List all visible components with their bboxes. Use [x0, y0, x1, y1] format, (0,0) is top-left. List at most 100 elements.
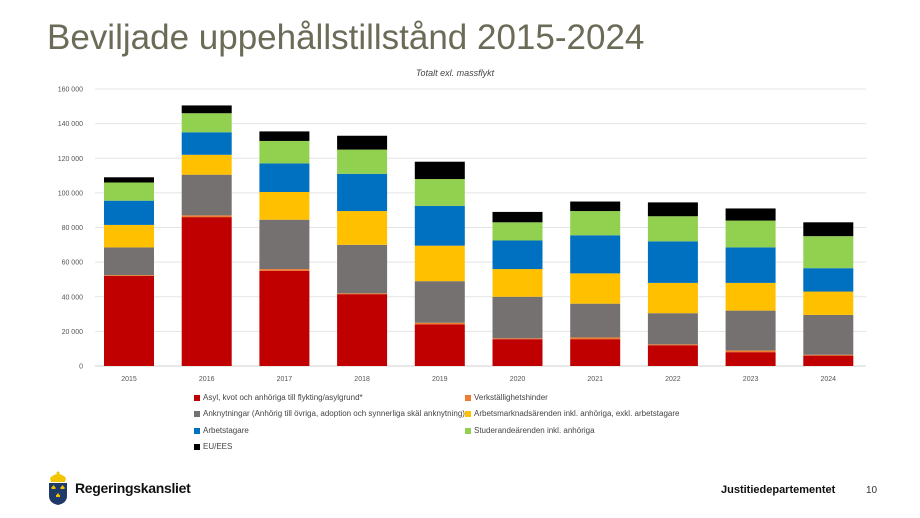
x-tick-label: 2016 [199, 376, 215, 383]
bar-segment-1 [337, 293, 388, 295]
x-tick-label: 2021 [587, 376, 603, 383]
bar-segment-5 [570, 211, 621, 236]
bar-segment-2 [647, 313, 698, 345]
bar-segment-6 [725, 208, 776, 221]
x-tick-label: 2020 [510, 376, 526, 383]
bar-segment-5 [181, 113, 232, 133]
bar-segment-1 [803, 354, 854, 356]
bar-stack-2024 [803, 222, 854, 366]
bar-segment-1 [104, 275, 154, 276]
bar-segment-3 [803, 291, 854, 315]
bar-segment-3 [647, 282, 698, 314]
bar-segment-3 [104, 224, 154, 248]
y-tick-label: 20 000 [62, 329, 84, 336]
bar-segment-1 [725, 350, 776, 353]
bar-segment-5 [337, 149, 388, 174]
legend-item: Arbetstagare [194, 426, 249, 435]
bar-stack-2019 [414, 161, 465, 366]
legend-swatch [465, 410, 471, 417]
bar-segment-3 [570, 273, 621, 304]
bar-stack-2018 [337, 135, 388, 366]
legend-label: Arbetsmarknadsärenden inkl. anhöriga, ex… [474, 409, 680, 418]
bar-segment-2 [181, 174, 232, 216]
legend-item: Verkställighetshinder [465, 393, 548, 402]
y-tick-label: 100 000 [58, 190, 83, 197]
bar-segment-6 [647, 202, 698, 217]
bar-segment-2 [725, 310, 776, 351]
legend-label: Studerandeärenden inkl. anhöriga [474, 426, 595, 435]
legend-swatch [194, 410, 200, 417]
bar-segment-3 [725, 282, 776, 311]
bar-stack-2022 [647, 202, 698, 366]
bar-segment-1 [414, 322, 465, 325]
bar-segment-0 [414, 324, 465, 366]
bar-segment-1 [492, 338, 543, 340]
crown-shield-icon [49, 471, 67, 505]
legend-item: EU/EES [194, 442, 232, 451]
bar-segment-3 [492, 269, 543, 297]
logo-text: Regeringskansliet [75, 480, 191, 496]
x-tick-label: 2018 [354, 376, 370, 383]
legend-label: Asyl, kvot och anhöriga till flykting/as… [203, 393, 363, 402]
bar-segment-6 [414, 161, 465, 180]
y-tick-label: 40 000 [62, 294, 84, 301]
x-tick-label: 2019 [432, 376, 448, 383]
x-tick-label: 2023 [743, 376, 759, 383]
bar-segment-0 [647, 345, 698, 366]
bar-segment-5 [259, 140, 310, 164]
bar-segment-1 [647, 344, 698, 346]
x-tick-label: 2017 [277, 376, 293, 383]
bar-segment-5 [414, 179, 465, 206]
bar-stack-2015 [104, 177, 154, 366]
x-tick-label: 2022 [665, 376, 681, 383]
bar-segment-3 [414, 245, 465, 282]
legend-label: Verkställighetshinder [474, 393, 548, 402]
legend-item: Anknytningar (Anhörig till övriga, adopt… [194, 409, 465, 418]
bar-segment-6 [259, 131, 310, 141]
bar-segment-4 [725, 247, 776, 283]
y-tick-label: 60 000 [62, 260, 84, 267]
legend-swatch [194, 427, 200, 434]
bar-segment-4 [492, 240, 543, 270]
bar-segment-6 [492, 211, 543, 223]
y-tick-label: 0 [79, 364, 83, 371]
x-tick-label: 2024 [821, 376, 837, 383]
bar-segment-6 [104, 177, 154, 183]
bar-segment-4 [570, 235, 621, 274]
bar-segment-0 [570, 339, 621, 366]
bar-segment-2 [492, 296, 543, 339]
bar-segment-0 [181, 217, 232, 366]
bar-segment-5 [647, 216, 698, 242]
x-tick-label: 2015 [121, 376, 137, 383]
bar-segment-4 [337, 173, 388, 212]
bar-segment-1 [259, 269, 310, 271]
bar-stack-2020 [492, 211, 543, 366]
bar-segment-4 [647, 241, 698, 283]
bar-stack-2023 [725, 208, 776, 366]
legend-label: EU/EES [203, 442, 233, 451]
bar-segment-2 [337, 244, 388, 294]
y-tick-label: 120 000 [58, 156, 83, 163]
bar-segment-6 [181, 105, 232, 114]
bar-segment-5 [492, 222, 543, 241]
y-tick-label: 140 000 [58, 121, 83, 128]
chart-title: Totalt exl. massflykt [416, 68, 495, 78]
legend-swatch [465, 394, 471, 401]
regeringskansliet-logo: Regeringskansliet [47, 470, 191, 506]
bar-segment-3 [181, 154, 232, 175]
bar-segment-1 [570, 337, 621, 340]
bar-segment-6 [570, 201, 621, 212]
y-tick-label: 80 000 [62, 225, 84, 232]
legend-item: Arbetsmarknadsärenden inkl. anhöriga, ex… [465, 409, 679, 418]
bar-segment-5 [104, 182, 154, 201]
legend-item: Studerandeärenden inkl. anhöriga [465, 426, 595, 435]
bar-segment-2 [414, 281, 465, 323]
bar-segment-6 [337, 135, 388, 150]
legend-swatch [465, 427, 471, 434]
bar-segment-2 [803, 314, 854, 355]
department-name: Justitiedepartementet [721, 484, 836, 496]
legend-label: Anknytningar (Anhörig till övriga, adopt… [203, 409, 465, 418]
page-number: 10 [866, 485, 878, 496]
bar-segment-0 [803, 355, 854, 366]
